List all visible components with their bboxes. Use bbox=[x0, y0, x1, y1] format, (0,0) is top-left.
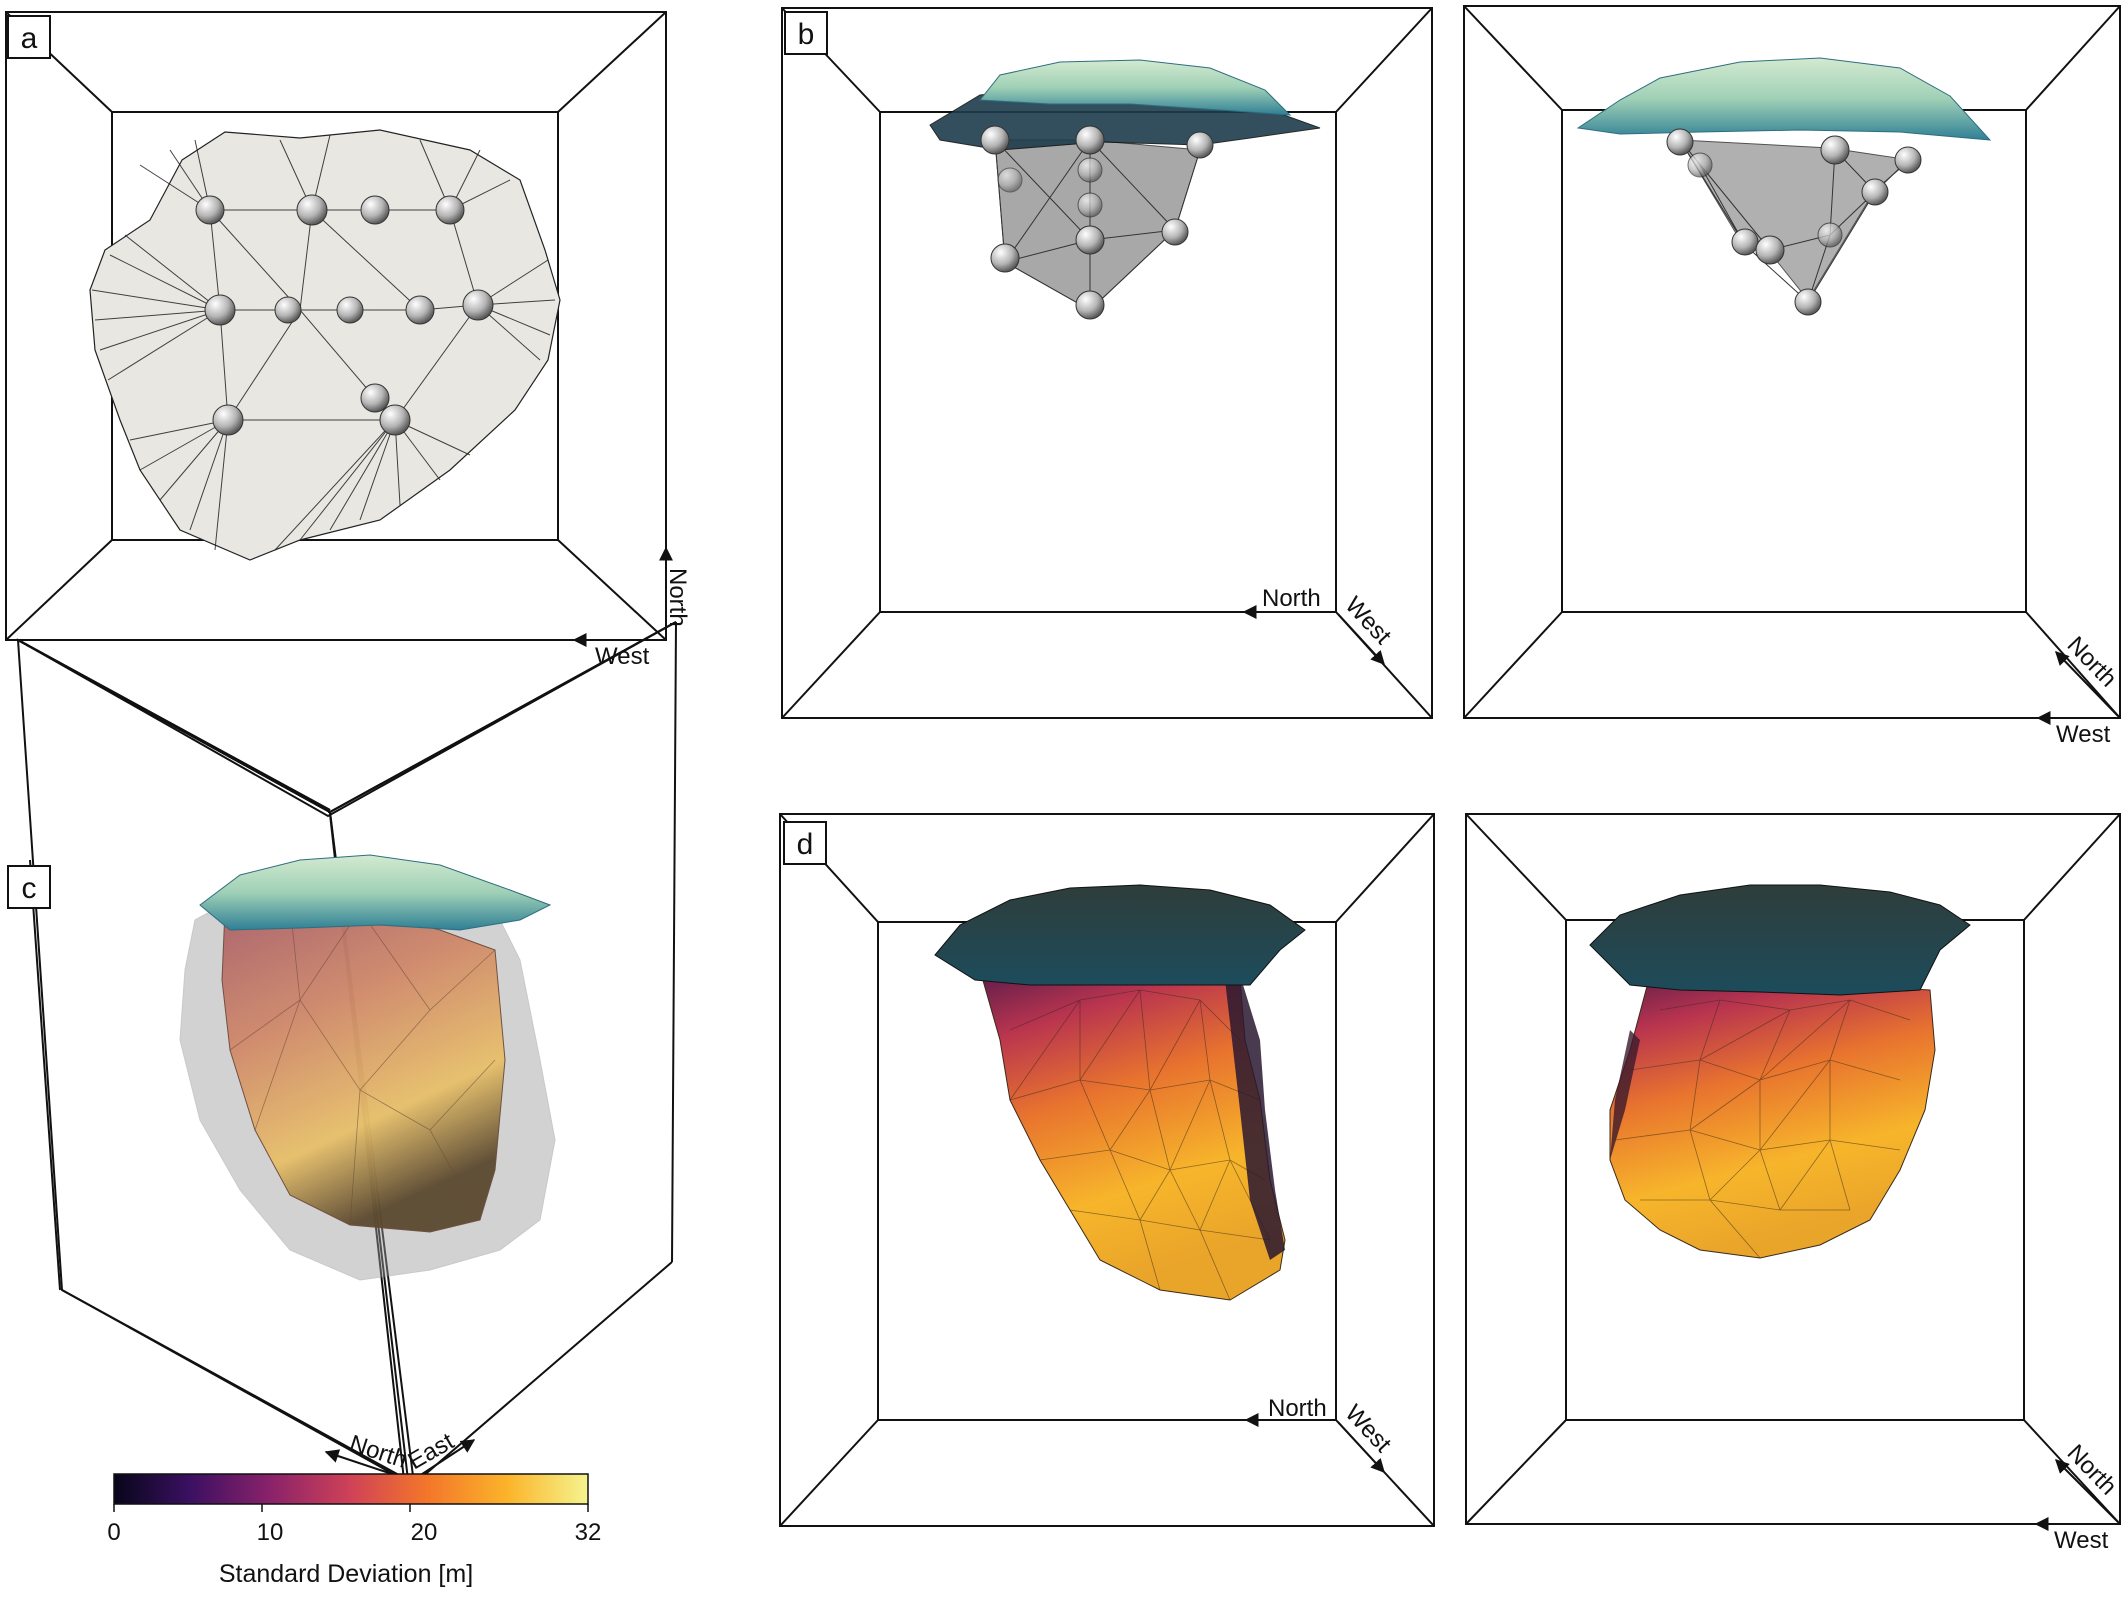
panel-b-right-mesh bbox=[1576, 57, 1992, 316]
panel-d-left-west-arrow bbox=[1337, 1421, 1385, 1474]
colorbar-tick-marks bbox=[113, 1504, 589, 1512]
panel-a-letter: a bbox=[21, 22, 38, 55]
panel-b-left: b North West bbox=[781, 7, 1433, 719]
panel-b-right-north-arrow bbox=[2055, 650, 2119, 717]
panel-d-right-west-label: West bbox=[2054, 1527, 2109, 1554]
panel-b-left-spheres bbox=[980, 125, 1214, 320]
panel-b-letter-box bbox=[784, 11, 828, 55]
panel-c-shapes bbox=[179, 854, 556, 1281]
panel-c-letter: c bbox=[22, 872, 37, 905]
panel-b-right-spheres bbox=[1666, 128, 1922, 316]
panel-b-left-west-label: West bbox=[1340, 592, 1397, 650]
panel-a: a North West bbox=[5, 11, 691, 670]
panel-d-letter-box bbox=[783, 821, 827, 865]
panel-a-north-label: North bbox=[664, 568, 691, 627]
panel-b-right-west-label: West bbox=[2056, 721, 2111, 748]
panel-d-right-north-arrow bbox=[2055, 1459, 2119, 1523]
panel-c-north-label: North bbox=[346, 1430, 410, 1474]
panel-c-inner-frame bbox=[29, 859, 61, 1291]
colorbar-tick-label: 32 bbox=[575, 1519, 602, 1546]
colorbar-tick-label: 10 bbox=[257, 1519, 284, 1546]
panel-d-right-shape bbox=[1589, 884, 1971, 1259]
panel-b-right-frame bbox=[1463, 5, 2121, 719]
panel-a-spheres bbox=[195, 194, 494, 436]
panel-a-west-label: West bbox=[595, 643, 650, 670]
colorbar-title: Standard Deviation [m] bbox=[219, 1560, 473, 1588]
panel-d-letter: d bbox=[797, 828, 814, 861]
panel-b-left-mesh bbox=[929, 59, 1321, 320]
panel-d-left: d North West bbox=[779, 813, 1435, 1527]
panel-b-right: North West bbox=[1463, 5, 2122, 748]
panel-b-left-north-label: North bbox=[1262, 585, 1321, 612]
panel-c: c North East bbox=[7, 621, 677, 1486]
panel-d-left-north-label: North bbox=[1268, 1395, 1327, 1422]
panel-d-right: North West bbox=[1465, 813, 2122, 1554]
panel-a-letter-box bbox=[7, 15, 51, 59]
panel-d-left-west-label: West bbox=[1340, 1400, 1397, 1458]
panel-a-frame bbox=[5, 11, 667, 641]
colorbar: 0 10 20 32 Standard Deviation [m] bbox=[107, 1473, 602, 1588]
colorbar-gradient bbox=[113, 1473, 589, 1505]
colorbar-tick-label: 0 bbox=[107, 1519, 120, 1546]
panel-d-left-shape bbox=[934, 884, 1306, 1301]
panel-c-letter-box bbox=[7, 865, 51, 909]
panel-d-left-frame bbox=[779, 813, 1435, 1527]
colorbar-tick-label: 20 bbox=[411, 1519, 438, 1546]
panel-b-letter: b bbox=[798, 18, 815, 51]
panel-a-mesh bbox=[89, 129, 561, 561]
panel-b-left-west-arrow bbox=[1337, 613, 1385, 666]
